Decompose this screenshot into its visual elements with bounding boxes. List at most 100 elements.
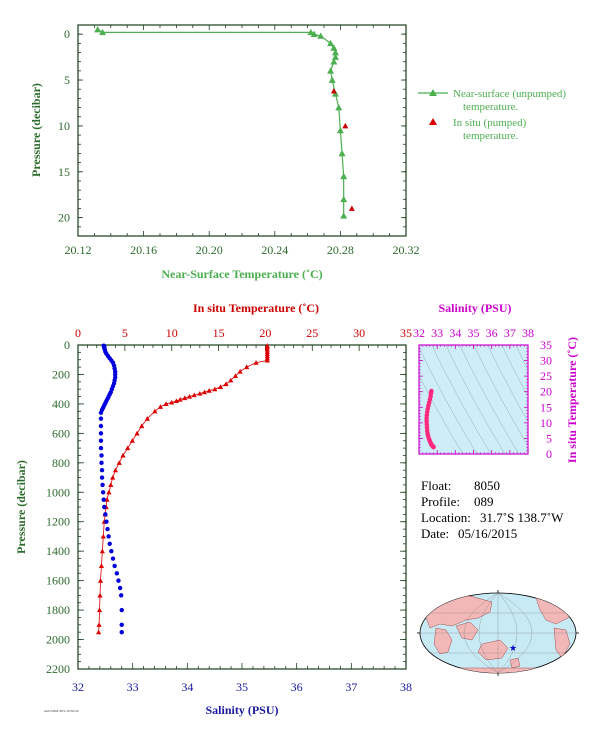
salinity-point — [118, 593, 124, 598]
salinity-tick-label: 34 — [181, 680, 193, 694]
ts-x-tick-label: 36 — [486, 326, 498, 340]
unpumped-temperature-line — [97, 29, 345, 216]
top-x-axis-label: Near-Surface Temperature (˚C) — [161, 267, 322, 281]
temperature-point — [173, 398, 179, 404]
top-y-tick-label: 10 — [58, 119, 70, 133]
ts-x-tick-label: 38 — [522, 326, 534, 340]
salinity-point — [99, 460, 104, 466]
temperature-point — [191, 392, 197, 398]
temperature-point — [177, 396, 183, 402]
unpumped-temperature-point — [328, 76, 336, 83]
salinity-tick-label: 35 — [236, 680, 248, 694]
salinity-point — [99, 467, 105, 473]
unpumped-temperature-point — [330, 44, 338, 51]
location-map: ★ — [417, 590, 579, 676]
temperature-point — [244, 364, 250, 370]
temperature-point — [212, 386, 218, 392]
density-contour — [419, 347, 478, 454]
legend-pumped-line2: temperature. — [463, 130, 519, 142]
pumped-temperature-point — [342, 122, 349, 129]
temperature-point — [96, 629, 102, 635]
temperature-point — [134, 430, 140, 436]
salinity-axis-label: Salinity (PSU) — [205, 703, 278, 717]
density-contour — [431, 345, 492, 454]
pressure-tick-label: 1600 — [46, 574, 70, 588]
legend-marker-pumped — [429, 118, 437, 125]
salinity-point — [104, 519, 109, 524]
unpumped-temperature-point — [327, 67, 335, 74]
top-x-tick-label: 20.24 — [261, 243, 288, 257]
density-contour — [525, 335, 595, 464]
temperature-point — [201, 389, 208, 395]
ts-y-tick-label: 10 — [540, 416, 552, 430]
pressure-tick-label: 0 — [64, 338, 70, 352]
top-x-tick-label: 20.12 — [65, 243, 92, 257]
legend-unpumped-line2: temperature. — [463, 101, 519, 113]
temperature-point — [197, 391, 203, 396]
temperature-point — [129, 438, 135, 443]
unpumped-temperature-point — [310, 30, 318, 37]
pumped-temperature-point — [330, 88, 337, 94]
temperature-point — [264, 357, 270, 363]
temperature-tick-label: 35 — [400, 326, 412, 340]
temperature-point — [116, 460, 122, 465]
temperature-point — [99, 548, 105, 554]
temperature-tick-label: 20 — [259, 326, 271, 340]
top-x-tick-label: 20.16 — [130, 243, 157, 257]
temperature-point — [110, 474, 116, 480]
float-info: Float: 8050 Profile: 089 Location: 31.7˚… — [421, 478, 564, 541]
salinity-point — [117, 585, 123, 591]
top-y-tick-label: 0 — [64, 27, 70, 41]
unpumped-temperature-point — [331, 90, 339, 97]
salinity-point — [105, 526, 110, 532]
profile-label: Profile: — [421, 494, 460, 509]
unpumped-temperature-point — [94, 26, 102, 33]
unpumped-temperature-point — [99, 28, 107, 36]
unpumped-temperature-point — [336, 127, 344, 134]
ts-x-tick-label: 33 — [431, 326, 443, 340]
temperature-point — [228, 377, 234, 383]
profile-value: 089 — [474, 494, 494, 509]
float-value: 8050 — [474, 478, 500, 493]
salinity-point — [106, 534, 111, 539]
unpumped-temperature-point — [331, 49, 339, 56]
temperature-point — [186, 393, 193, 399]
temperature-point — [182, 395, 188, 401]
float-label: Float: — [421, 478, 451, 493]
temperature-point — [152, 408, 158, 414]
salinity-point — [98, 445, 104, 451]
top-y-axis-label: Pressure (decibar) — [29, 83, 43, 177]
pressure-tick-label: 600 — [52, 426, 70, 440]
salinity-point — [101, 497, 106, 502]
unpumped-temperature-point — [340, 212, 348, 219]
ts-y-tick-label: 30 — [540, 354, 552, 368]
salinity-point — [107, 541, 112, 547]
pressure-tick-label: 1000 — [46, 485, 70, 499]
temperature-point — [217, 384, 224, 390]
salinity-point — [100, 490, 106, 495]
temperature-point — [98, 563, 105, 568]
salinity-point — [109, 548, 114, 554]
salinity-point — [112, 563, 117, 569]
float-location-marker-icon: ★ — [509, 643, 517, 653]
ts-y-tick-label: 25 — [540, 369, 552, 383]
temperature-tick-label: 10 — [166, 326, 178, 340]
pressure-tick-label: 1200 — [46, 515, 70, 529]
salinity-tick-label: 32 — [72, 680, 84, 694]
ts-y-tick-label: 5 — [546, 431, 552, 445]
salinity-point — [103, 512, 108, 517]
salinity-tick-label: 38 — [400, 680, 412, 694]
temperature-point — [96, 622, 102, 627]
temperature-point — [108, 482, 114, 487]
salinity-point — [119, 607, 124, 613]
temperature-point — [169, 399, 175, 405]
temperature-point — [125, 445, 131, 451]
top-y-tick-label: 15 — [58, 165, 70, 179]
pressure-tick-label: 200 — [52, 367, 70, 381]
temperature-point — [144, 416, 150, 421]
temperature-point — [157, 404, 164, 409]
ts-y-tick-label: 20 — [540, 385, 552, 399]
salinity-point — [98, 410, 104, 415]
ts-x-tick-label: 35 — [468, 326, 480, 340]
